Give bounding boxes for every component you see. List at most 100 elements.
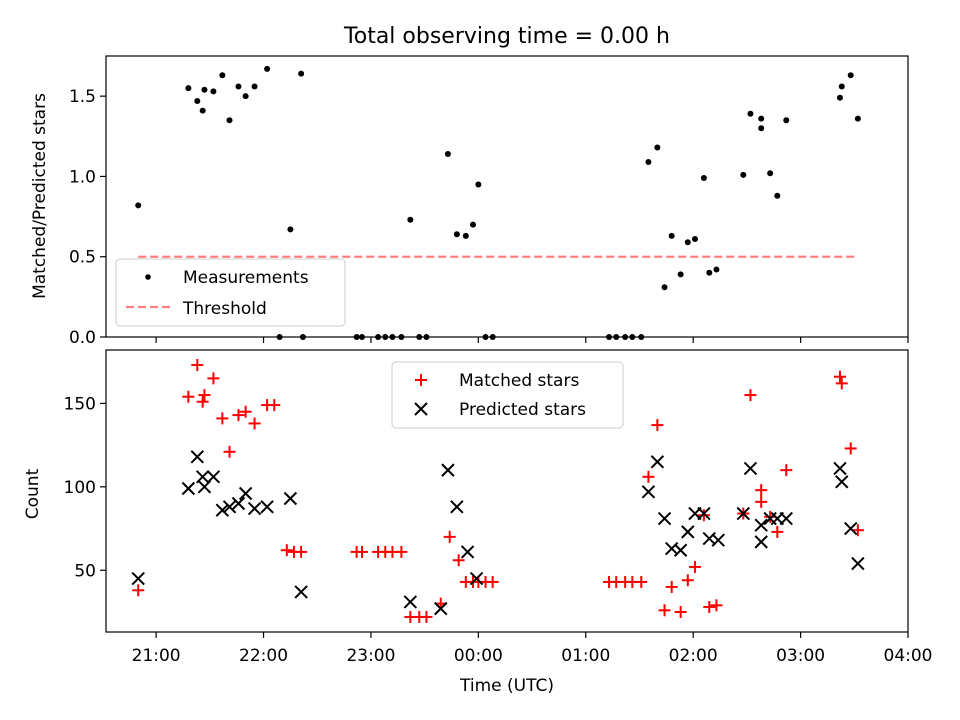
predicted-point — [835, 475, 849, 489]
measurement-point — [389, 334, 396, 340]
legend-measurements-label: Measurements — [183, 268, 309, 288]
count-y-ticks: 50 100 150 — [64, 394, 106, 581]
matched-point — [764, 510, 777, 523]
matched-point — [355, 545, 368, 558]
matched-point — [755, 495, 768, 508]
measurement-point — [747, 110, 754, 117]
predicted-point — [215, 503, 230, 517]
x-axis-label: Time (UTC) — [459, 676, 554, 696]
measurement-point — [375, 334, 382, 340]
y-tick-label: 1.5 — [69, 87, 96, 107]
matched-point — [697, 509, 710, 522]
predicted-point — [403, 595, 418, 609]
count-y-axis-label: Count — [23, 468, 43, 519]
count-plot-marks — [131, 359, 865, 623]
measurement-point — [226, 117, 233, 124]
matched-point — [835, 377, 848, 390]
measurement-point — [382, 334, 389, 340]
matched-point — [851, 524, 864, 537]
predicted-point — [294, 585, 308, 599]
measurement-point — [242, 93, 249, 100]
predicted-point — [190, 450, 205, 464]
predicted-point — [222, 500, 237, 514]
matched-point — [420, 610, 433, 623]
measurement-point — [783, 117, 790, 124]
measurement-point — [645, 158, 652, 165]
matched-point — [665, 580, 678, 593]
measurement-point — [622, 334, 629, 340]
legend-predicted-marker — [414, 402, 428, 416]
matched-point — [395, 545, 408, 558]
predicted-point — [238, 486, 253, 501]
predicted-point — [673, 543, 688, 557]
x-tick-label: 01:00 — [561, 646, 610, 666]
measurement-point — [135, 202, 142, 209]
measurement-point — [677, 271, 684, 278]
matched-point — [132, 584, 145, 597]
legend-matched-label: Matched stars — [459, 371, 579, 391]
x-tick-label: 02:00 — [669, 646, 718, 666]
measurement-point — [661, 284, 668, 291]
predicted-point — [206, 470, 221, 484]
matched-point — [295, 545, 308, 558]
measurement-point — [838, 83, 845, 90]
predicted-point — [851, 556, 865, 571]
measurement-point — [706, 269, 713, 276]
y-tick-label: 0.0 — [69, 328, 96, 348]
matched-point — [452, 554, 465, 567]
measurement-point — [469, 221, 476, 228]
ratio-y-ticks: 0.0 0.5 1.0 1.5 — [69, 87, 106, 348]
measurement-point — [219, 72, 226, 79]
measurement-point — [353, 334, 360, 340]
matched-point — [196, 395, 209, 408]
measurement-point — [264, 65, 271, 72]
predicted-point — [833, 461, 847, 476]
y-tick-label: 100 — [64, 478, 96, 498]
measurement-point — [462, 232, 469, 239]
matched-point — [280, 544, 293, 557]
measurement-point — [194, 97, 201, 104]
predicted-point — [754, 518, 768, 532]
y-tick-label: 50 — [74, 561, 96, 581]
matched-point — [268, 399, 281, 412]
measurement-point — [774, 192, 781, 199]
measurement-point — [416, 334, 423, 340]
measurement-point — [629, 334, 636, 340]
matched-point — [688, 560, 701, 573]
measurement-point — [691, 236, 698, 243]
matched-point — [216, 412, 229, 425]
legend-threshold-label: Threshold — [182, 299, 267, 319]
matched-point — [635, 575, 648, 588]
predicted-point — [681, 525, 695, 539]
predicted-point — [844, 521, 858, 536]
x-tick-label: 00:00 — [454, 646, 503, 666]
count-legend: Matched stars Predicted stars — [391, 361, 624, 429]
measurement-point — [235, 83, 242, 90]
measurement-point — [453, 231, 460, 238]
matched-point — [239, 405, 252, 418]
measurement-point — [398, 334, 405, 340]
legend-measurements-marker — [145, 274, 151, 280]
predicted-point — [469, 571, 484, 586]
matched-point — [703, 600, 716, 613]
measurement-point — [201, 86, 208, 93]
measurement-point — [276, 334, 283, 340]
matched-point — [191, 359, 204, 372]
measurement-point — [407, 216, 414, 223]
measurement-point — [482, 334, 489, 340]
x-tick-label: 04:00 — [884, 646, 933, 666]
measurement-point — [654, 144, 661, 151]
measurement-point — [638, 334, 645, 340]
count-x-ticks: 21:00 22:00 23:00 00:00 01:00 02:00 03:00 04:00 — [132, 632, 933, 666]
predicted-point — [441, 463, 455, 477]
measurement-point — [758, 125, 765, 132]
matched-point — [443, 530, 456, 543]
measurement-point — [613, 334, 620, 340]
predicted-point — [736, 506, 751, 521]
measurement-point — [298, 70, 305, 77]
predicted-point — [779, 511, 793, 526]
measurement-point — [444, 150, 451, 157]
matched-point — [223, 445, 236, 458]
predicted-point — [181, 481, 196, 496]
